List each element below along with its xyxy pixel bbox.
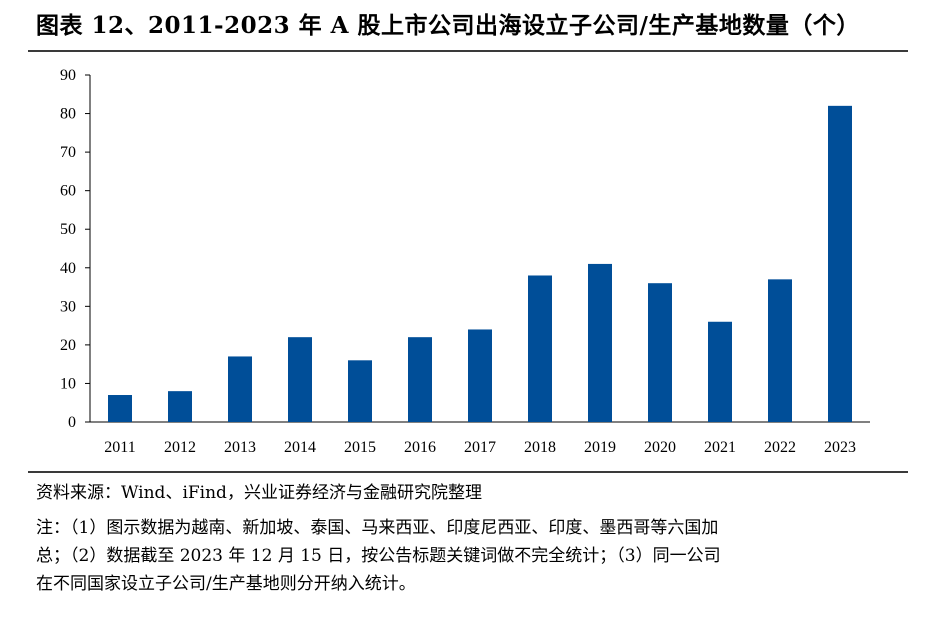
note-line: 总；（2）数据截至 2023 年 12 月 15 日，按公告标题关键词做不完全统… [36, 546, 721, 566]
bar [288, 337, 312, 422]
y-tick-label: 90 [60, 67, 76, 84]
x-tick-label: 2016 [404, 439, 436, 456]
x-tick-label: 2019 [584, 439, 616, 456]
y-tick-label: 50 [60, 221, 76, 238]
x-tick-label: 2014 [284, 439, 316, 456]
bar [708, 321, 732, 422]
y-tick-label: 0 [68, 414, 76, 431]
x-tick-label: 2021 [704, 439, 736, 456]
x-tick-label: 2011 [104, 439, 135, 456]
x-tick-label: 2015 [344, 439, 376, 456]
bar [108, 395, 132, 422]
bar [228, 356, 252, 422]
x-tick-label: 2017 [464, 439, 496, 456]
bar [528, 275, 552, 422]
bar [468, 329, 492, 422]
x-tick-label: 2020 [644, 439, 676, 456]
x-tick-label: 2022 [764, 439, 796, 456]
top-rule [28, 50, 908, 52]
bar [768, 279, 792, 422]
bar-chart: 0 10 20 30 40 50 60 70 80 90 2011 2012 2013 2014 2015 2… [60, 67, 870, 456]
bar [648, 283, 672, 422]
bottom-rule [28, 471, 908, 473]
y-tick-label: 80 [60, 106, 76, 123]
x-tick-label: 2018 [524, 439, 556, 456]
y-tick-label: 20 [60, 337, 76, 354]
x-tick-label: 2013 [224, 439, 256, 456]
note-block: 注：（1）图示数据为越南、新加坡、泰国、马来西亚、印度尼西亚、印度、墨西哥等六国… [36, 514, 906, 598]
y-tick-label: 70 [60, 144, 76, 161]
figure-title: 图表 12、2011-2023 年 A 股上市公司出海设立子公司/生产基地数量（… [36, 12, 860, 39]
y-tick-label: 40 [60, 260, 76, 277]
note-line: 在不同国家设立子公司/生产基地则分开纳入统计。 [36, 574, 416, 594]
bar [168, 391, 192, 422]
bar [828, 105, 852, 422]
source-text: 资料来源：Wind、iFind，兴业证券经济与金融研究院整理 [36, 483, 482, 503]
y-tick-label: 30 [60, 298, 76, 315]
bar [588, 263, 612, 422]
bar [408, 337, 432, 422]
y-tick-label: 60 [60, 183, 76, 200]
note-line: 注：（1）图示数据为越南、新加坡、泰国、马来西亚、印度尼西亚、印度、墨西哥等六国… [36, 518, 719, 538]
y-tick-label: 10 [60, 375, 76, 392]
x-tick-label: 2023 [824, 439, 856, 456]
bar [348, 360, 372, 422]
x-tick-label: 2012 [164, 439, 196, 456]
